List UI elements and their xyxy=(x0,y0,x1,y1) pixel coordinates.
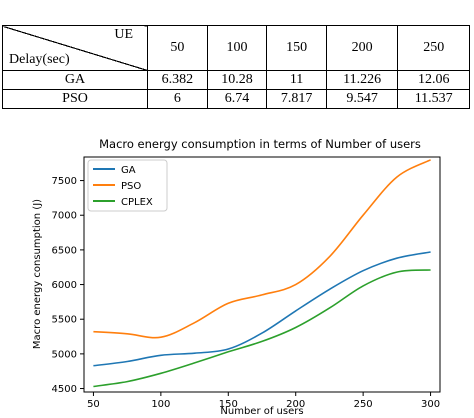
table-corner-cell: UE Delay(sec) xyxy=(2,25,148,71)
row-label: PSO xyxy=(2,89,148,109)
column-header: 200 xyxy=(325,25,399,71)
x-axis-label: Number of users xyxy=(220,406,303,417)
series-line-ga xyxy=(93,251,431,367)
table-cell: 6.74 xyxy=(206,89,268,109)
column-header: 150 xyxy=(266,25,327,71)
x-tick-label: 150 xyxy=(219,399,238,410)
y-tick-label: 6000 xyxy=(52,280,77,291)
y-tick-label: 4500 xyxy=(52,384,77,395)
x-axis-ticks: 50 100 150 200 250 300 xyxy=(87,392,440,410)
corner-top-label: UE xyxy=(114,27,133,42)
table-cell: 9.547 xyxy=(325,89,399,109)
row-label: GA xyxy=(2,70,148,90)
legend-label-pso: PSO xyxy=(121,181,141,192)
column-header: 250 xyxy=(397,25,470,71)
y-tick-label: 5500 xyxy=(52,315,77,326)
y-tick-label: 5000 xyxy=(52,349,77,360)
series-line-pso xyxy=(93,159,431,339)
y-axis-label: Macro energy consumption (J) xyxy=(32,199,43,349)
y-tick-label: 6500 xyxy=(52,245,77,256)
x-tick-label: 50 xyxy=(87,399,100,410)
table-cell: 7.817 xyxy=(266,89,327,109)
x-tick-label: 200 xyxy=(286,399,305,410)
y-axis-ticks: 4500 5000 5500 6000 6500 7000 7500 xyxy=(52,176,84,395)
chart-title: Macro energy consumption in terms of Num… xyxy=(99,137,421,151)
delay-table: UE Delay(sec) 50 100 150 200 250 GA 6.38… xyxy=(2,25,470,109)
table-cell: 11.537 xyxy=(397,89,470,109)
plot-frame xyxy=(83,156,441,393)
legend-label-cplex: CPLEX xyxy=(121,197,153,208)
series-line-cplex xyxy=(93,269,431,388)
x-tick-label: 300 xyxy=(421,399,440,410)
x-tick-label: 250 xyxy=(354,399,373,410)
table-row: PSO 6 6.74 7.817 9.547 11.537 xyxy=(2,89,470,109)
legend-label-ga: GA xyxy=(121,165,136,176)
series-layer xyxy=(93,159,431,388)
y-tick-label: 7000 xyxy=(52,211,77,222)
legend-box xyxy=(87,159,168,212)
legend: GA PSO CPLEX xyxy=(87,159,168,212)
y-tick-label: 7500 xyxy=(52,176,77,187)
corner-bottom-label: Delay(sec) xyxy=(9,52,70,67)
x-tick-label: 100 xyxy=(151,399,170,410)
